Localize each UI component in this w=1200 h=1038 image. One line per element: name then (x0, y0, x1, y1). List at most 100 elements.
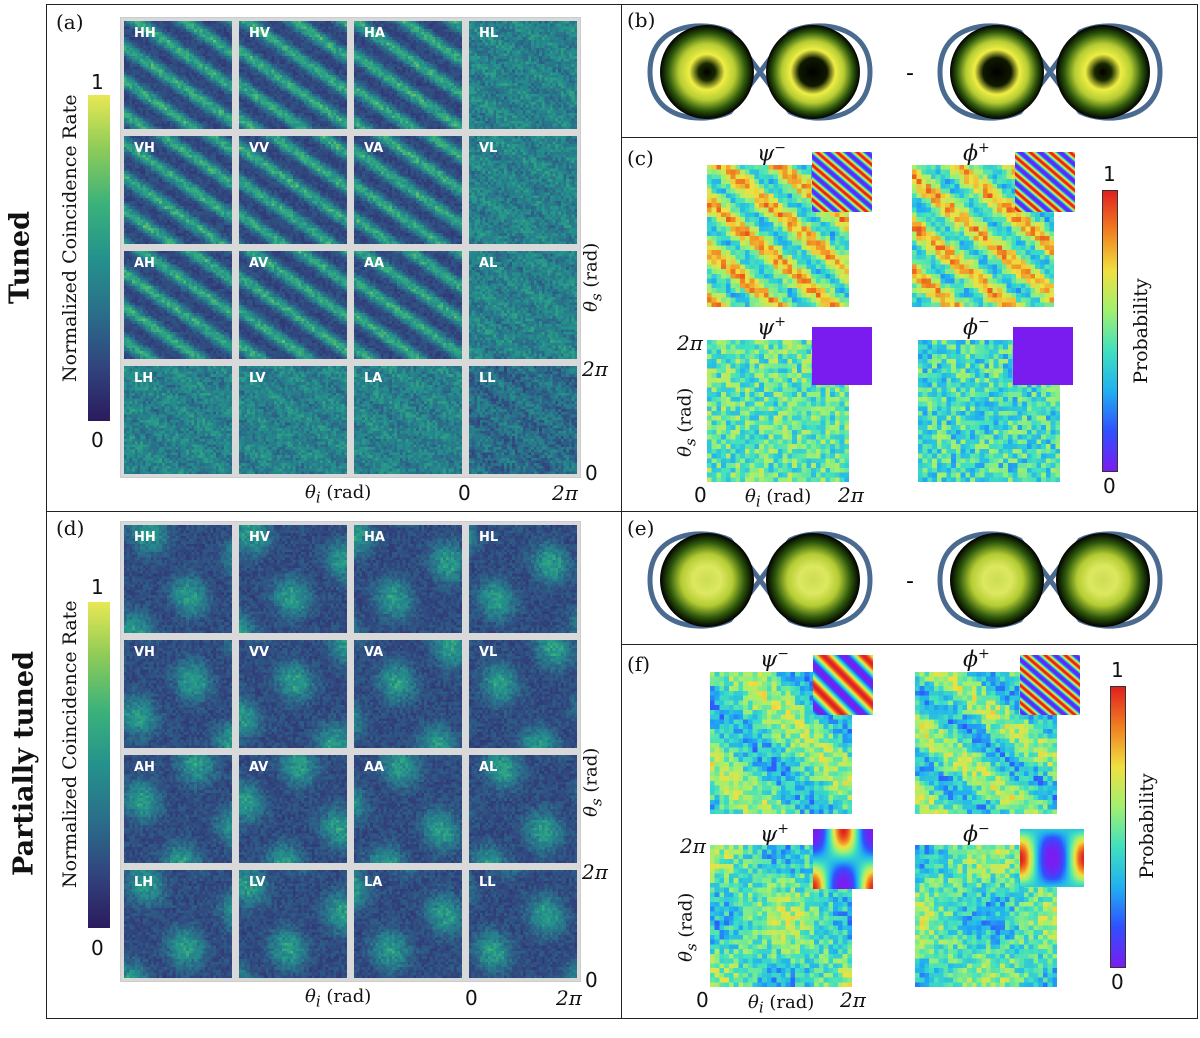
grid-cell-lh: LH (124, 870, 232, 978)
grid-cell-label: VV (249, 141, 270, 156)
theta-i-unit: (rad) (769, 992, 815, 1013)
inset-f-psi-minus (813, 655, 873, 715)
theta-s-sub: s (587, 798, 606, 807)
diagram-e-minus: - (906, 569, 914, 594)
grid-cell-label: AL (479, 256, 498, 271)
theta-s-symbol: θ (580, 806, 602, 817)
inset-f-psi-plus (813, 829, 873, 889)
grid-cell-heatmap (354, 366, 462, 474)
grid-cell-aa: AA (354, 251, 462, 359)
row-label-tuned: Tuned (4, 211, 36, 304)
grid-cell-vv: VV (239, 136, 347, 244)
diagram-b: - (647, 23, 1163, 121)
colorbar-c-min: 0 (1103, 474, 1116, 498)
panel-label-e: (e) (627, 516, 655, 540)
grid-cell-heatmap (124, 21, 232, 129)
grid-cell-heatmap (469, 136, 577, 244)
minus-sign: − (978, 314, 990, 330)
grid-cell-label: VH (134, 141, 155, 156)
state-label-c-psi-plus: ψ+ (757, 314, 786, 340)
grid-cell-ah: AH (124, 755, 232, 863)
beam-icon (950, 533, 1044, 627)
axis-d-zero-right: 0 (585, 968, 598, 992)
grid-cell-label: LL (479, 875, 496, 890)
grid-cell-label: HA (364, 530, 385, 545)
grid-cell-aa: AA (354, 755, 462, 863)
grid-cell-al: AL (469, 755, 577, 863)
grid-cell-al: AL (469, 251, 577, 359)
colorbar-a-max: 1 (91, 70, 104, 94)
phi-symbol: ϕ (963, 647, 978, 673)
phi-symbol: ϕ (963, 315, 978, 341)
grid-cell-vv: VV (239, 640, 347, 748)
grid-cell-la: LA (354, 366, 462, 474)
grid-cell-lv: LV (239, 366, 347, 474)
theta-s-sub: s (587, 293, 606, 302)
axis-c-theta-i: θi (rad) (745, 486, 811, 511)
infinity-loop-right-e (937, 531, 1163, 629)
minus-sign: − (777, 646, 789, 662)
axis-c-2pi-left: 2π (677, 331, 703, 355)
grid-cell-hv: HV (239, 525, 347, 633)
grid-cell-heatmap (354, 870, 462, 978)
panel-label-c: (c) (627, 146, 654, 170)
row-label-partially-tuned: Partially tuned (8, 651, 40, 876)
grid-cell-la: LA (354, 870, 462, 978)
grid-cell-label: AA (364, 256, 385, 271)
theta-i-symbol: θ (305, 986, 316, 1007)
grid-cell-heatmap (124, 251, 232, 359)
state-label-c-psi-minus: ψ− (757, 140, 786, 166)
grid-cell-label: LL (479, 371, 496, 386)
axis-a-theta-s: θs (rad) (581, 237, 606, 317)
colorbar-f-max: 1 (1111, 658, 1124, 682)
colorbar-right-c (1102, 190, 1118, 472)
beam-icon (766, 533, 860, 627)
grid-cell-label: AV (249, 256, 269, 271)
axis-d-2pi-right: 2π (582, 860, 608, 884)
grid-cell-heatmap (124, 525, 232, 633)
beam-icon (766, 25, 860, 119)
grid-cell-heatmap (239, 366, 347, 474)
axis-f-theta-i: θi (rad) (748, 992, 814, 1017)
colorbar-f-min: 0 (1111, 970, 1124, 994)
grid-cell-label: AH (134, 760, 155, 775)
grid-cell-ll: LL (469, 366, 577, 474)
grid-cell-label: AA (364, 760, 385, 775)
psi-symbol: ψ (760, 822, 778, 848)
colorbar-c-title: Probability (1130, 278, 1152, 384)
grid-cell-heatmap (124, 755, 232, 863)
axis-d-theta-s: θs (rad) (581, 742, 606, 822)
grid-cell-vh: VH (124, 136, 232, 244)
axis-f-2pi-left: 2π (680, 834, 706, 858)
minus-sign: − (978, 821, 990, 837)
grid-cell-heatmap (239, 525, 347, 633)
colorbar-d-title: Normalized Coincidence Rate (59, 600, 81, 888)
colorbar-right-f (1110, 686, 1126, 968)
beam-icon (950, 25, 1044, 119)
theta-i-symbol: θ (305, 482, 316, 503)
grid-cell-label: LV (249, 371, 266, 386)
grid-cell-heatmap (239, 755, 347, 863)
grid-cell-heatmap (469, 366, 577, 474)
grid-cell-label: HA (364, 26, 385, 41)
colorbar-c-max: 1 (1103, 162, 1116, 186)
grid-cell-heatmap (354, 136, 462, 244)
grid-d: HH HV HA HL VH VV VA VL AH AV AA AL LH LV LA LL (120, 521, 581, 982)
grid-cell-heatmap (469, 870, 577, 978)
plus-sign: + (774, 314, 786, 330)
grid-cell-label: HV (249, 530, 270, 545)
axis-a-2pi-right: 2π (582, 357, 608, 381)
axis-a-zero-bottom: 0 (458, 481, 471, 505)
state-label-f-psi-minus: ψ− (760, 646, 789, 672)
diagram-e: - (647, 531, 1163, 629)
grid-cell-ha: HA (354, 21, 462, 129)
grid-cell-label: LA (364, 371, 383, 386)
grid-cell-av: AV (239, 755, 347, 863)
frame-f (621, 644, 1198, 1019)
inset-f-phi-plus (1020, 655, 1080, 715)
grid-cell-heatmap (124, 366, 232, 474)
colorbar-a-title: Normalized Coincidence Rate (59, 94, 81, 382)
grid-cell-hh: HH (124, 525, 232, 633)
beam-icon (660, 25, 754, 119)
grid-cell-label: HH (134, 26, 156, 41)
